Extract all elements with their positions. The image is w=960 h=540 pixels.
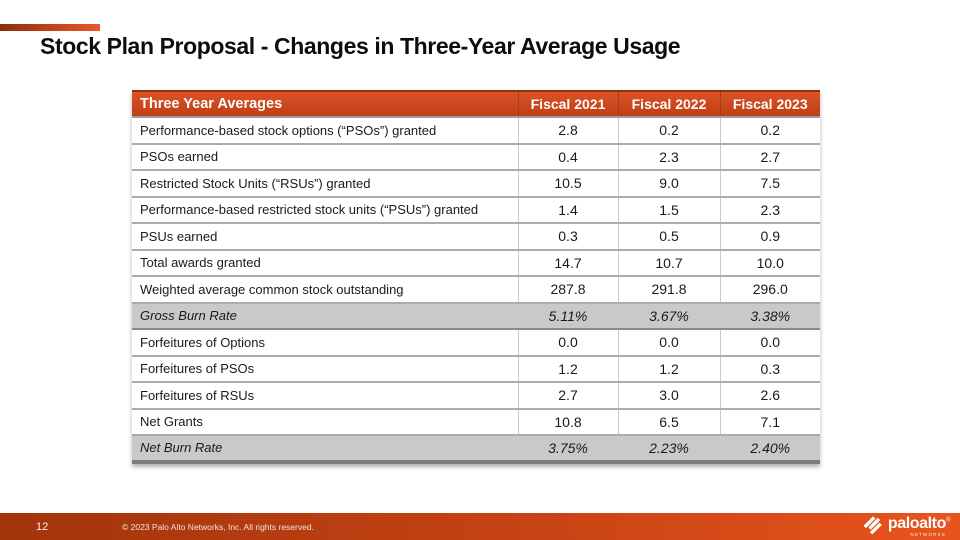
paloalto-logo: paloalto® NETWORKS	[863, 514, 951, 539]
cell-value: 0.4	[517, 143, 618, 171]
table-row: Performance-based restricted stock units…	[132, 196, 820, 224]
logo-text-block: paloalto® NETWORKS	[887, 514, 951, 538]
cell-value: 291.8	[617, 276, 720, 304]
cell-value: 2.23%	[618, 434, 720, 464]
row-label: Forfeitures of Options	[132, 329, 518, 357]
registered-mark: ®	[945, 517, 950, 524]
cell-value: 0.0	[617, 329, 720, 357]
cell-value: 9.0	[617, 170, 720, 198]
footer-bar: 12 © 2023 Palo Alto Networks, Inc. All r…	[0, 513, 960, 540]
accent-bar	[0, 24, 100, 31]
usage-table-container: Three Year Averages Fiscal 2021 Fiscal 2…	[132, 90, 820, 464]
cell-value: 2.3	[617, 143, 720, 171]
table-row: Net Grants 10.8 6.5 7.1	[132, 408, 820, 436]
row-label: Forfeitures of RSUs	[132, 382, 518, 410]
cell-value: 5.11%	[518, 301, 618, 330]
usage-table: Three Year Averages Fiscal 2021 Fiscal 2…	[132, 90, 820, 464]
table-row: Restricted Stock Units (“RSUs”) granted …	[132, 170, 820, 198]
cell-value: 3.38%	[720, 301, 820, 330]
row-label: Net Grants	[132, 408, 518, 436]
cell-value: 0.5	[617, 223, 720, 251]
cell-value: 1.5	[617, 196, 720, 224]
row-label: Performance-based restricted stock units…	[132, 196, 518, 224]
row-label: PSOs earned	[132, 143, 518, 171]
row-label: Forfeitures of PSOs	[132, 355, 518, 383]
page-title: Stock Plan Proposal - Changes in Three-Y…	[40, 33, 681, 59]
table-header-row: Three Year Averages Fiscal 2021 Fiscal 2…	[132, 90, 820, 118]
cell-value: 1.4	[517, 196, 618, 224]
cell-value: 2.3	[719, 196, 820, 224]
row-label: Performance-based stock options (“PSOs”)…	[132, 117, 518, 145]
row-label: Weighted average common stock outstandin…	[132, 276, 518, 304]
cell-value: 0.0	[719, 329, 820, 357]
cell-value: 296.0	[719, 276, 820, 304]
cell-value: 10.5	[517, 170, 618, 198]
cell-value: 2.8	[517, 117, 618, 145]
table-row: Forfeitures of RSUs 2.7 3.0 2.6	[132, 382, 820, 410]
table-row: Forfeitures of Options 0.0 0.0 0.0	[132, 329, 820, 357]
cell-value: 1.2	[517, 355, 618, 383]
cell-value: 0.3	[517, 223, 618, 251]
cell-value: 6.5	[617, 408, 720, 436]
row-label: Net Burn Rate	[132, 434, 518, 464]
cell-value: 287.8	[517, 276, 618, 304]
table-row: Weighted average common stock outstandin…	[132, 276, 820, 304]
cell-value: 10.0	[719, 249, 820, 277]
row-label: PSUs earned	[132, 223, 518, 251]
table-row: Performance-based stock options (“PSOs”)…	[132, 117, 820, 145]
cell-value: 7.1	[719, 408, 820, 436]
cell-value: 10.7	[617, 249, 720, 277]
paloalto-logo-icon	[863, 515, 883, 539]
cell-value: 3.75%	[518, 434, 618, 464]
logo-wordmark: paloalto®	[887, 514, 951, 532]
logo-networks-label: NETWORKS	[910, 531, 946, 537]
cell-value: 1.2	[617, 355, 720, 383]
cell-value: 2.7	[517, 382, 618, 410]
cell-value: 2.6	[719, 382, 820, 410]
table-row: Gross Burn Rate 5.11% 3.67% 3.38%	[132, 301, 820, 330]
header-fiscal-2021: Fiscal 2021	[517, 90, 618, 118]
cell-value: 0.0	[517, 329, 618, 357]
header-fiscal-2022: Fiscal 2022	[617, 90, 720, 118]
table-row: Net Burn Rate 3.75% 2.23% 2.40%	[132, 434, 820, 464]
cell-value: 14.7	[517, 249, 618, 277]
header-fiscal-2023: Fiscal 2023	[719, 90, 820, 118]
cell-value: 0.2	[617, 117, 720, 145]
page-number: 12	[36, 520, 49, 533]
cell-value: 3.67%	[618, 301, 720, 330]
cell-value: 0.9	[719, 223, 820, 251]
copyright-text: © 2023 Palo Alto Networks, Inc. All righ…	[122, 521, 314, 532]
cell-value: 0.3	[719, 355, 820, 383]
header-three-year-averages: Three Year Averages	[132, 90, 518, 118]
table-row: PSOs earned 0.4 2.3 2.7	[132, 143, 820, 171]
cell-value: 7.5	[719, 170, 820, 198]
row-label: Restricted Stock Units (“RSUs”) granted	[132, 170, 518, 198]
cell-value: 2.40%	[720, 434, 820, 464]
cell-value: 3.0	[617, 382, 720, 410]
cell-value: 0.2	[719, 117, 820, 145]
row-label: Total awards granted	[132, 249, 518, 277]
table-row: Forfeitures of PSOs 1.2 1.2 0.3	[132, 355, 820, 383]
row-label: Gross Burn Rate	[132, 301, 518, 330]
table-row: Total awards granted 14.7 10.7 10.0	[132, 249, 820, 277]
cell-value: 10.8	[517, 408, 618, 436]
table-row: PSUs earned 0.3 0.5 0.9	[132, 223, 820, 251]
cell-value: 2.7	[719, 143, 820, 171]
table-body: Performance-based stock options (“PSOs”)…	[132, 117, 820, 464]
